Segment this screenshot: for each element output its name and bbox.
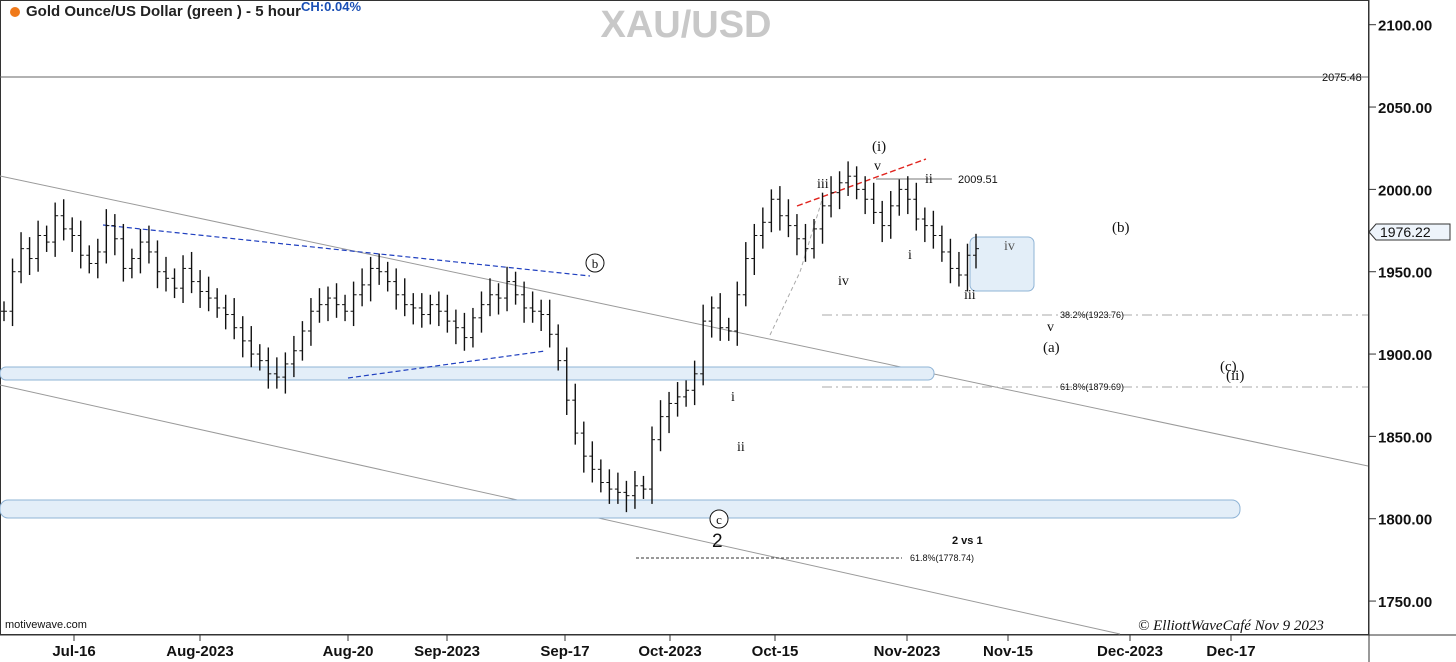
blue-dashed-trend-1	[102, 224, 591, 277]
source-label: motivewave.com	[5, 619, 87, 631]
wave-label-ii-paren: (ii)	[1226, 368, 1244, 384]
x-tick-label: Nov-2023	[874, 643, 941, 660]
wave-label-c-paren: (c)	[1220, 359, 1237, 375]
y-axis-ticks: 2100.00 2050.00 2000.00 1950.00 1900.00 1850.…	[1369, 18, 1432, 611]
y-tick-label: 1950.00	[1378, 265, 1432, 282]
wave-label-a-paren: (a)	[1043, 340, 1060, 356]
red-dashed-trend	[796, 158, 927, 207]
wave-label-i-small: i	[908, 248, 912, 263]
last-price-pointer	[1368, 223, 1451, 241]
change-percent: CH:0.04%	[301, 0, 361, 14]
wave-label-i-rally: i	[731, 390, 735, 405]
x-tick-label: Dec-17	[1206, 643, 1255, 660]
y-tick-label: 1750.00	[1378, 594, 1432, 611]
y-tick-label: 1900.00	[1378, 347, 1432, 364]
wave-labels: (i) v iii ii i iv iii iv (b) v (a) (c) (…	[731, 139, 1244, 455]
wave-label-b-paren: (b)	[1112, 220, 1130, 236]
x-tick-label: Sep-2023	[414, 643, 480, 660]
wave-label-b-circled: b	[592, 256, 599, 271]
level-1879-label: 61.8%(1879.69)	[1060, 382, 1124, 392]
wave-label-c-circle	[709, 509, 729, 529]
wave-label-ii-rally: ii	[737, 440, 745, 455]
y-tick-label: 2000.00	[1378, 182, 1432, 199]
wave-label-iii-top: iii	[817, 177, 829, 192]
wave-label-v-projection: v	[1047, 320, 1054, 335]
wave-label-v-top: v	[874, 159, 881, 174]
last-price-label: 1976.22	[1380, 224, 1431, 240]
x-tick-label: Dec-2023	[1097, 643, 1163, 660]
x-tick-label: Aug-2023	[166, 643, 234, 660]
note-2vs1: 2 vs 1	[952, 535, 983, 547]
blue-dashed-trend-2	[347, 350, 546, 379]
y-tick-label: 2050.00	[1378, 100, 1432, 117]
level-1778-label: 61.8%(1778.74)	[910, 553, 974, 563]
target-zone-box	[969, 236, 1035, 292]
channel-upper-line	[0, 175, 1369, 467]
x-axis-ticks: Jul-16 Aug-2023 Aug-20 Sep-2023 Sep-17 Oct-20…	[52, 635, 1256, 660]
chart-header: Gold Ounce/US Dollar (green ) - 5 hourCH…	[10, 0, 361, 20]
x-tick-label: Sep-17	[540, 643, 589, 660]
wave-label-iv: iv	[838, 274, 849, 289]
series-color-dot	[10, 7, 20, 18]
wave-label-ii-top: ii	[925, 172, 933, 187]
level-1923-label: 38.2%(1923.76)	[1060, 310, 1124, 320]
wave-label-iii-bottom: iii	[964, 288, 976, 303]
wave-label-b-circle	[585, 253, 605, 273]
wave-label-iv-target: iv	[1004, 239, 1015, 254]
support-zone-lower	[0, 499, 1241, 519]
plot-frame	[0, 0, 1369, 635]
symbol-title: XAU/USD	[600, 4, 771, 46]
x-tick-label: Oct-15	[752, 643, 799, 660]
y-tick-label: 1850.00	[1378, 429, 1432, 446]
copyright-label: © ElliottWaveCafé Nov 9 2023	[1138, 618, 1324, 634]
support-zone-upper	[0, 366, 935, 381]
y-tick-label: 2100.00	[1378, 18, 1432, 35]
chart-header-title: Gold Ounce/US Dollar (green ) - 5 hour	[26, 3, 302, 20]
wave-label-2: 2	[712, 531, 723, 552]
x-tick-label: Nov-15	[983, 643, 1033, 660]
level-2009-label: 2009.51	[958, 174, 998, 186]
x-tick-label: Aug-20	[323, 643, 374, 660]
x-tick-label: Oct-2023	[638, 643, 701, 660]
wave-label-c-circled: c	[716, 512, 722, 527]
wave-label-i-paren: (i)	[872, 139, 886, 155]
x-tick-label: Jul-16	[52, 643, 95, 660]
price-bars	[1, 161, 979, 513]
level-2075-label: 2075.48	[1322, 72, 1362, 84]
y-tick-label: 1800.00	[1378, 512, 1432, 529]
